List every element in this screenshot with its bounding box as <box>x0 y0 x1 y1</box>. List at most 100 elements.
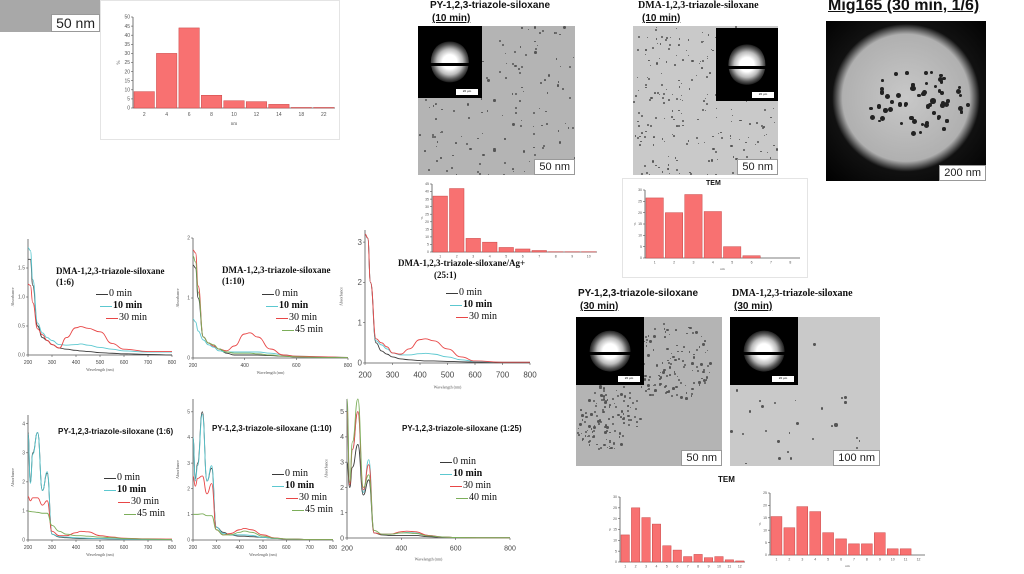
nanoparticle <box>778 456 782 460</box>
nanoparticle <box>747 136 749 138</box>
nanoparticle <box>608 404 611 406</box>
nanoparticle <box>702 40 704 42</box>
nanoparticle <box>537 45 539 47</box>
nanoparticle <box>628 423 631 426</box>
nanoparticle <box>602 395 606 398</box>
nanoparticle <box>606 399 609 401</box>
y-tick-label: 15 <box>763 516 767 520</box>
nanoparticle <box>635 95 638 97</box>
scale-bar-label: 50 nm <box>681 450 722 466</box>
nanoparticle <box>600 421 603 424</box>
y-tick-label: 15 <box>124 78 130 84</box>
nanoparticle <box>669 362 673 365</box>
nanoparticle <box>895 93 901 99</box>
nanoparticle <box>680 94 683 97</box>
y-tick-label: 3 <box>187 461 190 467</box>
nanoparticle <box>627 414 630 418</box>
y-tick-label: 0 <box>187 538 190 544</box>
nanoparticle <box>770 157 772 159</box>
nanoparticle <box>794 399 797 402</box>
nanoparticle <box>668 366 672 369</box>
nanoparticle <box>879 90 885 95</box>
nanoparticle <box>682 99 684 102</box>
nanoparticle <box>939 73 943 77</box>
nanoparticle <box>676 168 679 171</box>
nanoparticle <box>505 52 507 54</box>
nanoparticle <box>512 168 514 170</box>
nanoparticle <box>652 144 655 147</box>
y-tick-label: 5 <box>615 549 617 553</box>
nanoparticle <box>660 36 663 39</box>
nanoparticle <box>620 416 622 418</box>
y-tick-label: 0 <box>340 535 344 542</box>
nanoparticle <box>659 382 663 386</box>
histogram-bar <box>449 188 465 253</box>
nanoparticle <box>608 447 611 450</box>
nanoparticle <box>609 440 611 443</box>
nanoparticle <box>957 105 963 111</box>
y-axis-label: Absorbance <box>323 459 328 478</box>
nanoparticle <box>731 114 733 117</box>
nanoparticle <box>572 56 575 59</box>
x-tick-label: 200 <box>189 545 198 551</box>
y-axis-label: Absorbance <box>339 287 344 306</box>
nanoparticle <box>424 150 426 152</box>
nanoparticle <box>698 384 701 386</box>
nanoparticle <box>741 432 744 435</box>
y-tick-label: 1 <box>340 510 344 517</box>
legend-item: 0 min <box>285 468 309 479</box>
nanoparticle <box>746 156 749 158</box>
nanoparticle <box>648 378 651 381</box>
x-tick-label: 700 <box>496 370 510 379</box>
nanoparticle <box>662 370 665 372</box>
nanoparticle <box>515 106 518 110</box>
nanoparticle <box>887 106 894 113</box>
nanoparticle <box>571 126 575 130</box>
nanoparticle <box>744 462 747 465</box>
nanoparticle <box>592 435 596 438</box>
nanoparticle <box>593 424 596 427</box>
nanoparticle <box>480 98 483 100</box>
nanoparticle <box>652 384 655 387</box>
histogram-bar <box>861 543 873 556</box>
nanoparticle <box>596 443 598 446</box>
nanoparticle <box>622 413 625 415</box>
nanoparticle <box>523 171 525 173</box>
x-axis-label: nm <box>845 564 850 568</box>
nanoparticle <box>706 349 709 352</box>
y-tick-label: 1 <box>358 318 363 327</box>
nanoparticle <box>705 110 707 112</box>
nanoparticle <box>638 90 640 92</box>
nanoparticle <box>894 71 899 76</box>
nanoparticle <box>452 154 454 157</box>
nanoparticle <box>673 372 676 376</box>
x-tick-label: 8 <box>697 565 699 569</box>
x-tick-label: 2 <box>635 565 637 569</box>
nanoparticle <box>613 443 616 446</box>
inset-scale-label: 20 µm <box>618 376 640 382</box>
chart-subtitle: (1:6) <box>56 277 74 287</box>
nanoparticle <box>623 395 627 398</box>
y-tick-label: 5 <box>765 541 767 545</box>
legend-item: 30 min <box>463 480 492 491</box>
nanoparticle <box>569 97 572 100</box>
x-tick-label: 9 <box>879 558 881 562</box>
nanoparticle <box>667 156 669 158</box>
saed-inset: 20 µm <box>716 28 778 101</box>
histogram-bar <box>835 538 847 556</box>
x-axis-label: Wavelength (nm) <box>86 552 114 557</box>
nanoparticle <box>685 143 689 146</box>
nanoparticle <box>653 383 656 386</box>
nanoparticle <box>593 411 596 414</box>
nanoparticle <box>560 65 562 67</box>
nanoparticle <box>666 61 668 63</box>
nanoparticle <box>660 376 663 379</box>
nanoparticle <box>855 436 858 439</box>
nanoparticle <box>532 111 535 115</box>
nanoparticle <box>696 369 699 372</box>
nanoparticle <box>812 437 815 441</box>
histogram-bar <box>724 559 734 563</box>
nanoparticle <box>504 138 506 140</box>
nanoparticle <box>606 430 608 432</box>
nanoparticle <box>706 102 709 105</box>
